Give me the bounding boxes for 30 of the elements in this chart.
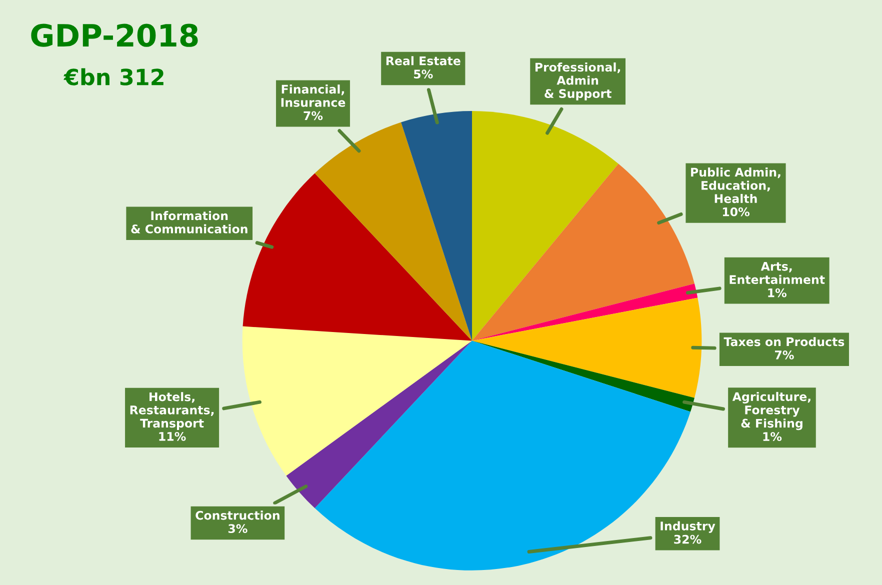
pie-slice	[472, 298, 702, 398]
pie-slice	[401, 111, 472, 341]
slice-label: Taxes on Products	[724, 337, 844, 346]
slice-label: Financial, Insurance	[281, 84, 346, 107]
pie-slice	[314, 122, 472, 341]
chart-subtitle: €bn 312	[64, 68, 164, 86]
slice-label: Construction	[196, 510, 280, 520]
data-label: 1%	[763, 432, 782, 442]
data-label: 1%	[768, 288, 787, 298]
slice-label: Industry	[660, 521, 716, 533]
data-label: 11%	[159, 432, 186, 441]
data-label: 3%	[228, 524, 248, 534]
pie-slice	[472, 111, 618, 341]
data-label: 5%	[414, 70, 433, 79]
data-label: 7%	[304, 111, 323, 120]
data-label: 32%	[674, 534, 702, 544]
slice-label: Real Estate	[386, 56, 460, 66]
slice-label: Hotels, Restaurants, Transport	[130, 392, 214, 430]
pie-slice	[242, 326, 472, 476]
chart-title: GDP-2018	[31, 24, 198, 47]
pie-slice	[472, 340, 694, 412]
slice-label: Public Admin, Education, Health	[691, 168, 780, 204]
slice-label: Arts, Entertainment	[730, 262, 825, 284]
slice-label: Professional, Admin & Support	[535, 62, 620, 100]
data-label: 10%	[722, 207, 750, 216]
slice-label: Agriculture, Forestry & Fishing	[732, 392, 810, 430]
pie-slice	[286, 340, 472, 508]
slice-label: Information & Communication	[131, 211, 248, 234]
data-label: 7%	[774, 350, 794, 360]
pie-slice	[472, 284, 698, 341]
